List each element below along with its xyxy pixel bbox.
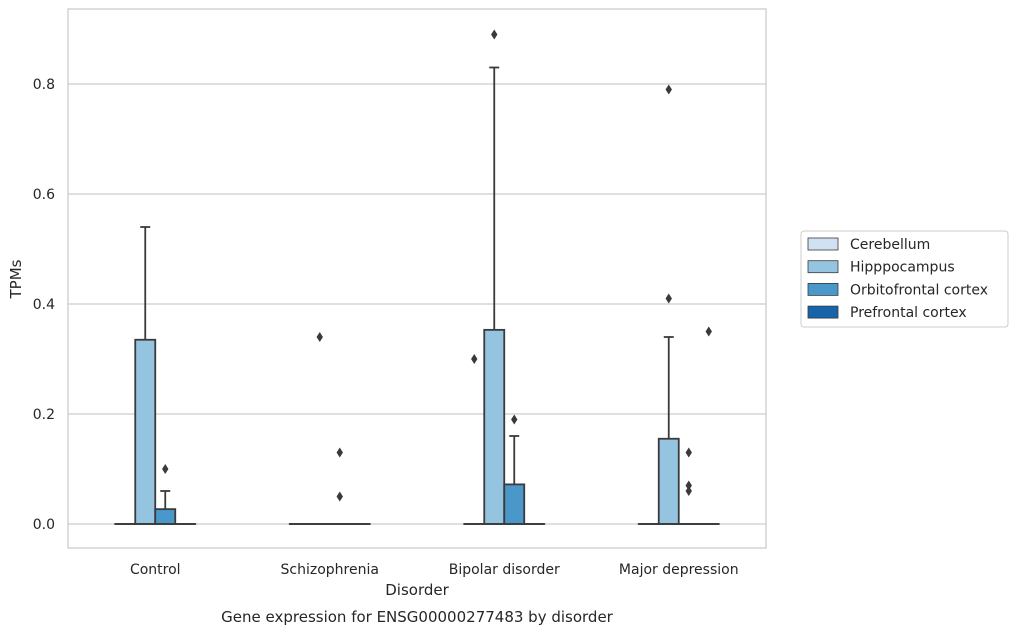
y-tick-label: 0.2 [33, 407, 55, 423]
y-tick-label: 0.4 [33, 297, 55, 313]
box-1-2 [328, 447, 351, 525]
box-0-2 [154, 464, 177, 525]
legend-swatch [807, 305, 839, 319]
legend-label: Hipppocampus [850, 260, 955, 276]
outlier-point [685, 486, 692, 496]
x-tick-label: Control [130, 562, 181, 578]
x-axis-label: Disorder [385, 581, 449, 599]
outlier-point [336, 491, 343, 502]
box-1-1 [308, 332, 331, 525]
box-3-1 [657, 84, 680, 525]
x-tick-label: Schizophrenia [281, 562, 379, 578]
y-tick-label: 0.6 [33, 187, 55, 203]
legend-label: Prefrontal cortex [850, 305, 967, 321]
legend-label: Orbitofrontal cortex [850, 282, 988, 298]
outlier-point [665, 84, 672, 95]
y-axis-label: TPMs [7, 259, 25, 299]
legend-swatch [807, 282, 839, 296]
box-body [134, 338, 157, 525]
legend-swatch [807, 237, 839, 251]
box-2-0 [463, 354, 486, 525]
box-3-3 [697, 326, 720, 525]
box-body [483, 328, 506, 525]
outlier-point [471, 354, 478, 364]
outlier-point [665, 293, 672, 304]
outlier-point [491, 29, 498, 40]
box-body [154, 508, 177, 525]
x-tick-label: Bipolar disorder [449, 562, 560, 578]
legend: Cerebellum Hipppocampus Orbitofrontal cort… [800, 230, 1009, 328]
box-2-2 [503, 414, 526, 525]
legend-label: Cerebellum [850, 237, 930, 253]
boxes [114, 29, 720, 525]
outlier-point [705, 326, 712, 337]
outlier-point [316, 332, 323, 342]
outlier-point [336, 447, 343, 458]
outlier-point [511, 414, 518, 425]
box-body [657, 437, 680, 525]
x-tick-labels: Control Schizophrenia Bipolar disorder Majo… [130, 562, 739, 578]
outlier-point [685, 480, 692, 491]
y-tick-label: 0.8 [33, 77, 55, 93]
box-2-1 [483, 29, 506, 525]
plot-frame [67, 8, 767, 549]
box-0-1 [134, 226, 157, 525]
x-tick-label: Major depression [619, 562, 739, 578]
y-tick-label: 0.0 [33, 517, 55, 533]
outlier-point [162, 464, 169, 474]
y-tick-labels: 0.0 0.2 0.4 0.6 0.8 [33, 77, 55, 533]
chart-caption: Gene expression for ENSG00000277483 by d… [221, 608, 614, 626]
legend-swatch [807, 260, 839, 274]
legend-frame [800, 230, 1009, 328]
box-body [503, 483, 526, 525]
legend-items: Cerebellum Hipppocampus Orbitofrontal cort… [807, 237, 988, 321]
box-3-2 [677, 447, 700, 525]
outlier-point [685, 447, 692, 458]
